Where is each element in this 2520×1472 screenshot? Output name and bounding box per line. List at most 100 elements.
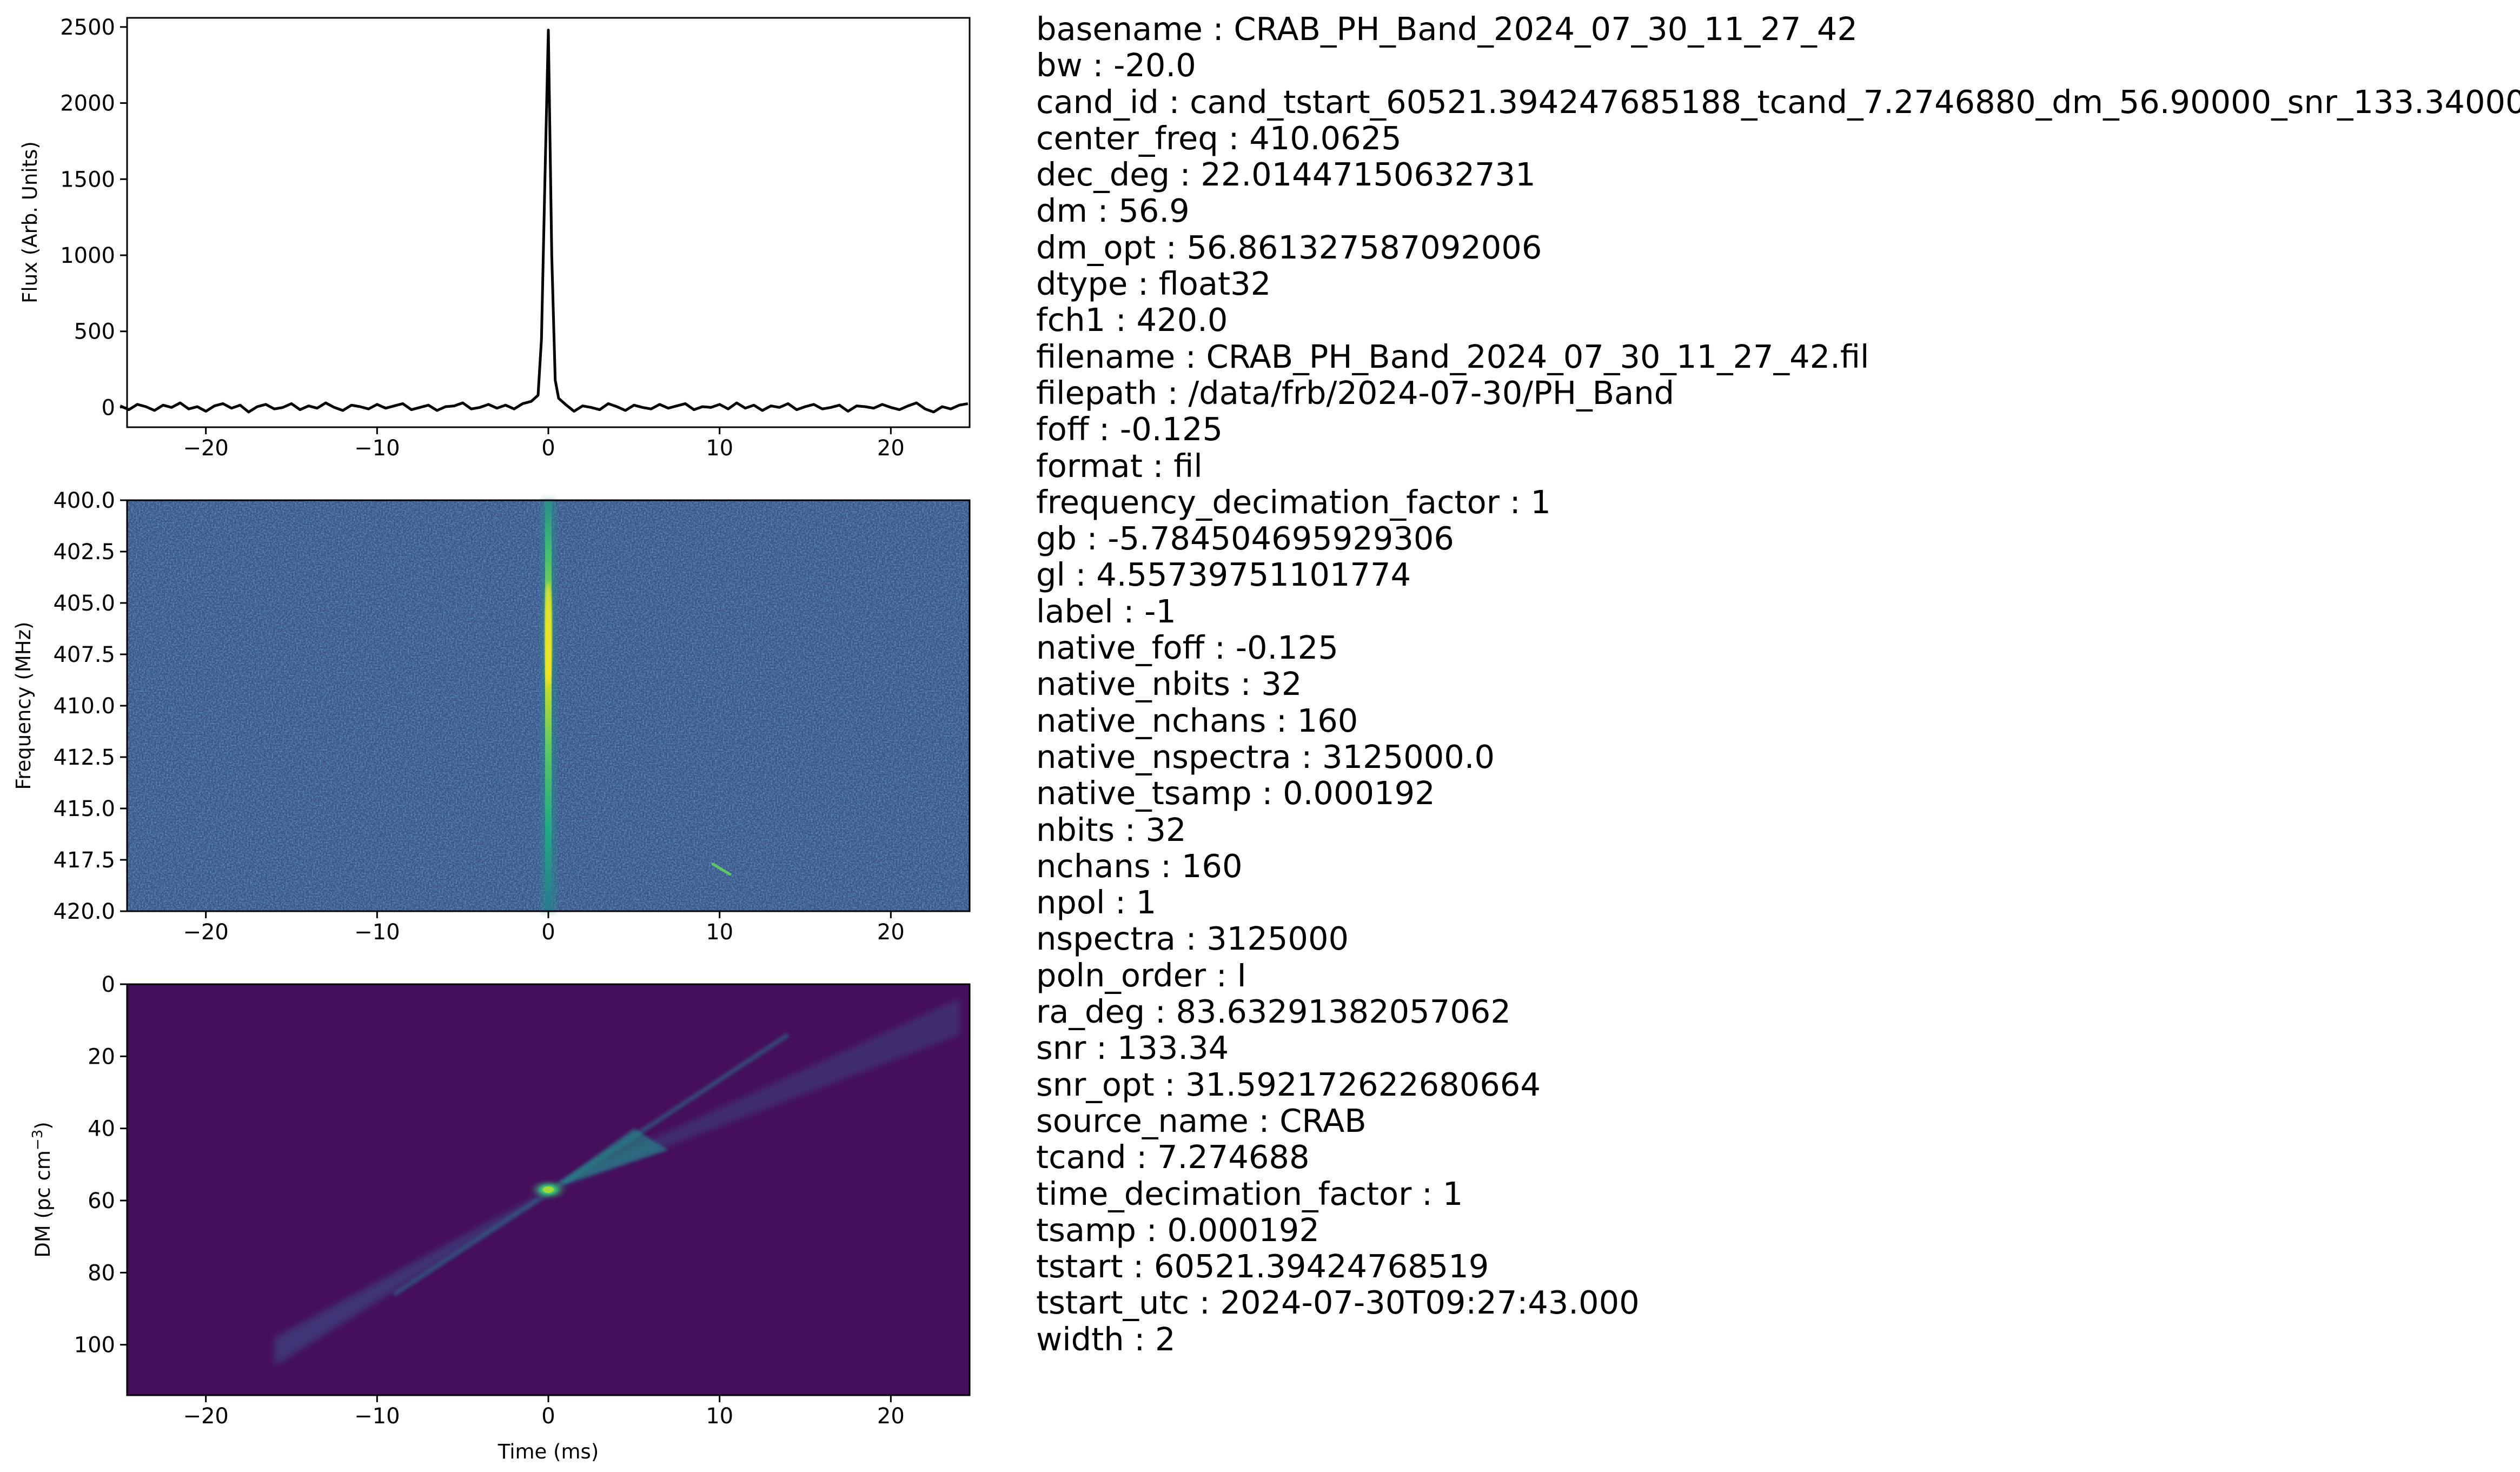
dmtime-x-tick-label: 20 [877, 1404, 905, 1429]
metadata-line: format : fil [1036, 447, 1203, 485]
spectrum-y-tick-label: 412.5 [53, 745, 115, 770]
dmtime-y-label-base: DM (pc cm [31, 1150, 55, 1258]
metadata-line: snr : 133.34 [1036, 1029, 1229, 1067]
metadata-line: center_freq : 410.0625 [1036, 119, 1402, 157]
metadata-line: bw : -20.0 [1036, 47, 1196, 84]
bowtie-left-lobe [274, 1190, 548, 1367]
metadata-line: foff : -0.125 [1036, 410, 1223, 448]
metadata-line: dm_opt : 56.861327587092006 [1036, 228, 1542, 266]
dmtime-panel: −20 −10 0 10 20 0 20 40 60 80 100 Time (ms) DM (p… [30, 972, 971, 1463]
metadata-line: basename : CRAB_PH_Band_2024_07_30_11_27… [1036, 10, 1858, 48]
metadata-line: dec_deg : 22.01447150632731 [1036, 156, 1536, 194]
metadata-line: native_nchans : 160 [1036, 701, 1358, 739]
metadata-line: poln_order : I [1036, 956, 1246, 994]
spectrum-x-tick-label: 10 [706, 920, 733, 945]
pulse-peak [545, 582, 552, 685]
spectrum-x-tick-label: −20 [183, 920, 228, 945]
bowtie-wedge [548, 1128, 668, 1190]
metadata-line: tstart_utc : 2024-07-30T09:27:43.000 [1036, 1284, 1640, 1322]
candidate-metadata-list: basename : CRAB_PH_Band_2024_07_30_11_27… [1036, 11, 2520, 1357]
dmtime-x-tick-label: −10 [354, 1404, 400, 1429]
profile-panel: −20 −10 0 10 20 0 500 1000 1500 2000 2500 Flux (A… [18, 15, 971, 461]
spectrum-features [541, 500, 732, 911]
spectrum-y-tick-label: 405.0 [53, 591, 115, 616]
metadata-line: gl : 4.55739751101774 [1036, 556, 1411, 594]
spectrum-y-tick-label: 400.0 [53, 488, 115, 513]
dmtime-y-tick-label: 80 [88, 1261, 115, 1285]
metadata-line: nspectra : 3125000 [1036, 920, 1349, 958]
metadata-line: gb : -5.784504695929306 [1036, 520, 1454, 558]
rfi-streak [711, 863, 732, 876]
spectrum-panel: −20 −10 0 10 20 400.0 402.5 405.0 407.5 410.0 412… [12, 488, 971, 945]
spectrum-x-axis: −20 −10 0 10 20 [183, 911, 905, 945]
spectrum-y-tick-label: 415.0 [53, 797, 115, 821]
metadata-line: width : 2 [1036, 1320, 1176, 1358]
profile-y-axis: 0 500 1000 1500 2000 2500 [60, 15, 127, 420]
metadata-line: nbits : 32 [1036, 811, 1186, 848]
metadata-line: dtype : float32 [1036, 265, 1271, 303]
dmtime-y-label: DM (pc cm−3) [30, 1122, 55, 1257]
spectrum-y-tick-label: 417.5 [53, 848, 115, 873]
profile-y-tick-label: 1000 [60, 243, 115, 268]
metadata-line: cand_id : cand_tstart_60521.394247685188… [1036, 83, 2520, 121]
pulse-streak [545, 500, 552, 911]
spectrum-y-label: Frequency (MHz) [12, 622, 35, 790]
metadata-line: dm : 56.9 [1036, 192, 1190, 230]
profile-x-tick-label: −20 [183, 436, 228, 461]
metadata-line: filepath : /data/frb/2024-07-30/PH_Band [1036, 374, 1675, 412]
spectrum-x-tick-label: 20 [877, 920, 905, 945]
metadata-line: native_nbits : 32 [1036, 665, 1302, 703]
profile-y-tick-label: 2500 [60, 15, 115, 40]
metadata-line: native_tsamp : 0.000192 [1036, 774, 1435, 812]
metadata-line: label : -1 [1036, 592, 1176, 630]
metadata-line: fch1 : 420.0 [1036, 301, 1228, 339]
dmtime-y-tick-label: 100 [74, 1333, 115, 1358]
dmtime-y-label-end: ) [31, 1122, 55, 1129]
spectrum-x-tick-label: 0 [541, 920, 555, 945]
spectrum-y-tick-label: 410.0 [53, 694, 115, 719]
dmtime-y-tick-label: 0 [102, 972, 115, 997]
metadata-line: filename : CRAB_PH_Band_2024_07_30_11_27… [1036, 337, 1869, 375]
metadata-line: snr_opt : 31.592172622680664 [1036, 1065, 1541, 1103]
spectrum-y-tick-label: 402.5 [53, 540, 115, 565]
dmtime-x-axis: −20 −10 0 10 20 [183, 1395, 905, 1429]
profile-x-tick-label: −10 [354, 436, 400, 461]
metadata-line: tsamp : 0.000192 [1036, 1211, 1319, 1249]
spectrum-x-tick-label: −10 [354, 920, 400, 945]
dmtime-x-tick-label: 0 [541, 1404, 555, 1429]
profile-y-tick-label: 500 [74, 320, 115, 344]
dmtime-y-tick-label: 40 [88, 1117, 115, 1142]
spectrum-y-axis: 400.0 402.5 405.0 407.5 410.0 412.5 415.0 417.5… [53, 488, 127, 924]
bowtie-peak [543, 1186, 554, 1193]
metadata-line: ra_deg : 83.63291382057062 [1036, 993, 1511, 1031]
profile-y-tick-label: 2000 [60, 91, 115, 116]
spectrum-y-tick-label: 407.5 [53, 642, 115, 667]
dmtime-x-label: Time (ms) [498, 1440, 599, 1463]
dmtime-y-label-sup: −3 [30, 1130, 46, 1150]
profile-x-tick-label: 0 [541, 436, 555, 461]
profile-y-tick-label: 1500 [60, 167, 115, 192]
dmtime-y-tick-label: 20 [88, 1044, 115, 1069]
profile-y-tick-label: 0 [102, 395, 115, 420]
profile-x-tick-label: 20 [877, 436, 905, 461]
dmtime-x-tick-label: −20 [183, 1404, 228, 1429]
profile-series-line [120, 29, 969, 414]
metadata-line: nchans : 160 [1036, 847, 1243, 885]
metadata-line: native_nspectra : 3125000.0 [1036, 738, 1495, 775]
profile-y-label: Flux (Arb. Units) [18, 141, 42, 303]
profile-line-layer [120, 29, 969, 414]
dmtime-y-axis: 0 20 40 60 80 100 [74, 972, 127, 1358]
dmtime-features [274, 998, 959, 1367]
metadata-line: native_foff : -0.125 [1036, 629, 1338, 667]
spectrum-y-tick-label: 420.0 [53, 899, 115, 924]
metadata-line: tstart : 60521.39424768519 [1036, 1248, 1489, 1285]
metadata-line: frequency_decimation_factor : 1 [1036, 483, 1551, 521]
profile-x-axis: −20 −10 0 10 20 [183, 427, 905, 461]
metadata-line: time_decimation_factor : 1 [1036, 1175, 1463, 1212]
dmtime-y-tick-label: 60 [88, 1189, 115, 1214]
metadata-line: npol : 1 [1036, 884, 1157, 921]
dmtime-x-tick-label: 10 [706, 1404, 733, 1429]
profile-x-tick-label: 10 [706, 436, 733, 461]
metadata-line: tcand : 7.274688 [1036, 1138, 1310, 1176]
